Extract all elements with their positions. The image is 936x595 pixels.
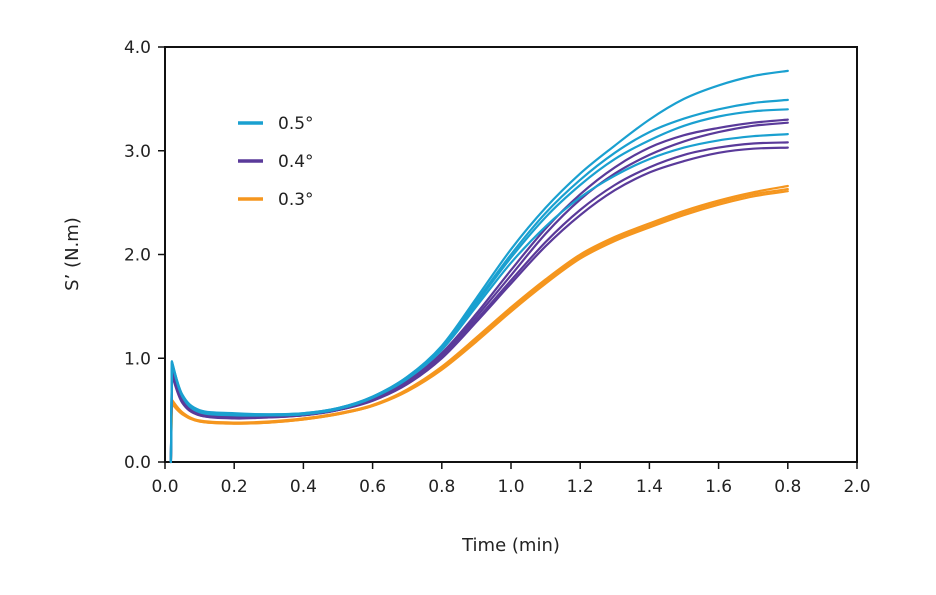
y-tick-label: 3.0 xyxy=(124,142,151,162)
legend: 0.5° 0.4° 0.3° xyxy=(238,114,314,210)
series-line-8 xyxy=(169,184,789,464)
legend-label: 0.3° xyxy=(278,190,314,210)
x-tick-label: 1.2 xyxy=(567,477,594,497)
x-axis: 0.0 0.2 0.4 0.6 0.8 1.0 1.2 1.4 1.6 0.8 2.0 xyxy=(151,462,871,497)
x-tick-label: 0.0 xyxy=(151,477,178,497)
series-line-4 xyxy=(169,118,789,464)
legend-label: 0.4° xyxy=(278,152,314,172)
legend-label: 0.5° xyxy=(278,114,314,134)
x-tick-label: 1.0 xyxy=(497,477,524,497)
series-lines xyxy=(169,69,789,464)
y-tick-label: 0.0 xyxy=(124,453,151,473)
y-axis: 0.0 1.0 2.0 3.0 4.0 xyxy=(124,38,165,473)
y-tick-label: 1.0 xyxy=(124,349,151,369)
x-tick-label: 0.2 xyxy=(221,477,248,497)
x-tick-label: 1.6 xyxy=(705,477,732,497)
x-axis-title: Time (min) xyxy=(461,535,560,556)
x-tick-label: 0.8 xyxy=(428,477,455,497)
y-axis-title: S’ (N.m) xyxy=(62,217,83,291)
x-tick-label: 2.0 xyxy=(843,477,870,497)
series-line-0 xyxy=(169,69,789,464)
x-tick-label: 1.4 xyxy=(636,477,663,497)
series-line-2 xyxy=(169,108,789,464)
x-tick-label: 0.8 xyxy=(774,477,801,497)
y-tick-label: 2.0 xyxy=(124,246,151,266)
x-tick-label: 0.4 xyxy=(290,477,317,497)
x-tick-label: 0.6 xyxy=(359,477,386,497)
y-tick-label: 4.0 xyxy=(124,38,151,58)
series-line-1 xyxy=(169,98,789,464)
